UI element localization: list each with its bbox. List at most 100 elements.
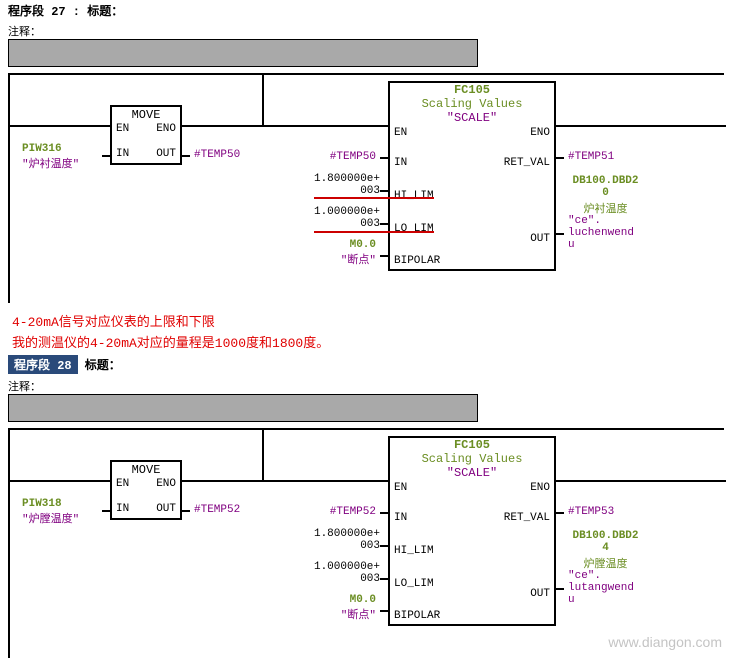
fc105-name: FC105 bbox=[390, 83, 554, 97]
rail bbox=[182, 125, 264, 127]
fc-retval: RET_VAL bbox=[504, 512, 550, 524]
fc-bip-sym: "断点" bbox=[341, 251, 376, 267]
fc-lolim: LO_LIM bbox=[394, 578, 434, 590]
pin-in: IN bbox=[116, 148, 129, 160]
fc105-name: FC105 bbox=[390, 438, 554, 452]
comment-block: 注释： bbox=[8, 23, 724, 67]
fc-hilim: HI_LIM bbox=[394, 545, 434, 557]
move-in-addr: PIW316 bbox=[22, 143, 62, 155]
rail bbox=[556, 588, 564, 590]
pin-out: OUT bbox=[156, 503, 176, 515]
fc-hi-val: 1.800000e+003 bbox=[312, 528, 380, 552]
pin-out: OUT bbox=[156, 148, 176, 160]
fc105-subtitle: Scaling Values bbox=[390, 452, 554, 466]
fc-out-sym: 炉膛温度 bbox=[568, 555, 643, 571]
pin-eno: ENO bbox=[156, 478, 176, 490]
move-in-sym: "炉衬温度" bbox=[22, 155, 79, 171]
rail bbox=[182, 155, 190, 157]
fc-out-tag: luchenwendu bbox=[568, 227, 634, 251]
pin-eno: ENO bbox=[156, 123, 176, 135]
fc-out-db: "ce". bbox=[568, 570, 601, 582]
comment-block: 注释： bbox=[8, 378, 724, 422]
comment-label: 注释： bbox=[8, 23, 724, 39]
move-out-val: #TEMP50 bbox=[194, 149, 240, 161]
fc-bip-sym: "断点" bbox=[341, 606, 376, 622]
network-28: MOVE EN ENO IN OUT PIW318 "炉膛温度" #TEMP52… bbox=[8, 428, 724, 658]
fc105-inst: "SCALE" bbox=[390, 466, 554, 480]
fc-in-val: #TEMP52 bbox=[330, 506, 376, 518]
pin-en: EN bbox=[116, 478, 129, 490]
annotation-underline bbox=[314, 231, 434, 233]
rail bbox=[182, 510, 190, 512]
fc-bipolar: BIPOLAR bbox=[394, 255, 440, 267]
fc-in: IN bbox=[394, 512, 407, 524]
rail bbox=[556, 512, 564, 514]
comment-area bbox=[8, 39, 478, 67]
fc-in-val: #TEMP50 bbox=[330, 151, 376, 163]
fc-out-sym: 炉衬温度 bbox=[568, 200, 643, 216]
fc-hilim: HI_LIM bbox=[394, 190, 434, 202]
annotation-underline bbox=[314, 197, 434, 199]
rail bbox=[556, 480, 726, 482]
fc-en: EN bbox=[394, 482, 407, 494]
fc105-subtitle: Scaling Values bbox=[390, 97, 554, 111]
rail bbox=[102, 510, 110, 512]
segment-header-rest: 标题： bbox=[78, 359, 121, 373]
comment-label: 注释： bbox=[8, 378, 724, 394]
fc-lolim: LO_LIM bbox=[394, 223, 434, 235]
fc-bipolar: BIPOLAR bbox=[394, 610, 440, 622]
fc-hi-val: 1.800000e+003 bbox=[312, 173, 380, 197]
fc-out-addr: DB100.DBD24 bbox=[568, 530, 643, 554]
fc-ret-val: #TEMP53 bbox=[568, 506, 614, 518]
rail bbox=[380, 610, 388, 612]
rail bbox=[380, 578, 388, 580]
rail bbox=[262, 430, 264, 482]
segment-header: 程序段 27 : 标题： bbox=[0, 0, 732, 21]
move-in-sym: "炉膛温度" bbox=[22, 510, 79, 526]
move-title: MOVE bbox=[112, 107, 180, 123]
segment-header: 程序段 28 标题： bbox=[0, 353, 732, 376]
fc-out-db: "ce". bbox=[568, 215, 601, 227]
rail bbox=[380, 512, 388, 514]
annotation-1: 4-20mA信号对应仪表的上限和下限 bbox=[12, 311, 720, 330]
rail bbox=[380, 255, 388, 257]
fc-bip-addr: M0.0 bbox=[350, 594, 376, 606]
fc-lo-val: 1.000000e+003 bbox=[312, 561, 380, 585]
rail bbox=[380, 190, 388, 192]
rail bbox=[556, 157, 564, 159]
rail bbox=[182, 480, 264, 482]
fc105-block: FC105 Scaling Values "SCALE" EN ENO IN R… bbox=[388, 436, 556, 626]
fc-out-addr: DB100.DBD20 bbox=[568, 175, 643, 199]
move-in-addr: PIW318 bbox=[22, 498, 62, 510]
rail bbox=[556, 233, 564, 235]
fc-ret-val: #TEMP51 bbox=[568, 151, 614, 163]
segment-tag: 程序段 28 bbox=[8, 355, 78, 374]
fc-en: EN bbox=[394, 127, 407, 139]
move-block: MOVE EN ENO IN OUT bbox=[110, 105, 182, 165]
rail bbox=[262, 75, 264, 127]
move-block: MOVE EN ENO IN OUT bbox=[110, 460, 182, 520]
fc-eno: ENO bbox=[530, 127, 550, 139]
comment-area bbox=[8, 394, 478, 422]
pin-en: EN bbox=[116, 123, 129, 135]
move-title: MOVE bbox=[112, 462, 180, 478]
network-27: MOVE EN ENO IN OUT PIW316 "炉衬温度" #TEMP50… bbox=[8, 73, 724, 303]
pin-in: IN bbox=[116, 503, 129, 515]
fc-eno: ENO bbox=[530, 482, 550, 494]
rail bbox=[380, 223, 388, 225]
watermark: www.diangon.com bbox=[608, 634, 722, 650]
fc-lo-val: 1.000000e+003 bbox=[312, 206, 380, 230]
rail bbox=[380, 157, 388, 159]
fc-out-tag: lutangwendu bbox=[568, 582, 634, 606]
rail bbox=[102, 155, 110, 157]
rail bbox=[262, 125, 388, 127]
fc105-block: FC105 Scaling Values "SCALE" EN ENO IN R… bbox=[388, 81, 556, 271]
move-out-val: #TEMP52 bbox=[194, 504, 240, 516]
fc-bip-addr: M0.0 bbox=[350, 239, 376, 251]
rail bbox=[556, 125, 726, 127]
annotation-2: 我的测温仪的4-20mA对应的量程是1000度和1800度。 bbox=[12, 332, 720, 351]
rail bbox=[10, 125, 110, 127]
fc105-inst: "SCALE" bbox=[390, 111, 554, 125]
fc-out: OUT bbox=[530, 233, 550, 245]
fc-in: IN bbox=[394, 157, 407, 169]
